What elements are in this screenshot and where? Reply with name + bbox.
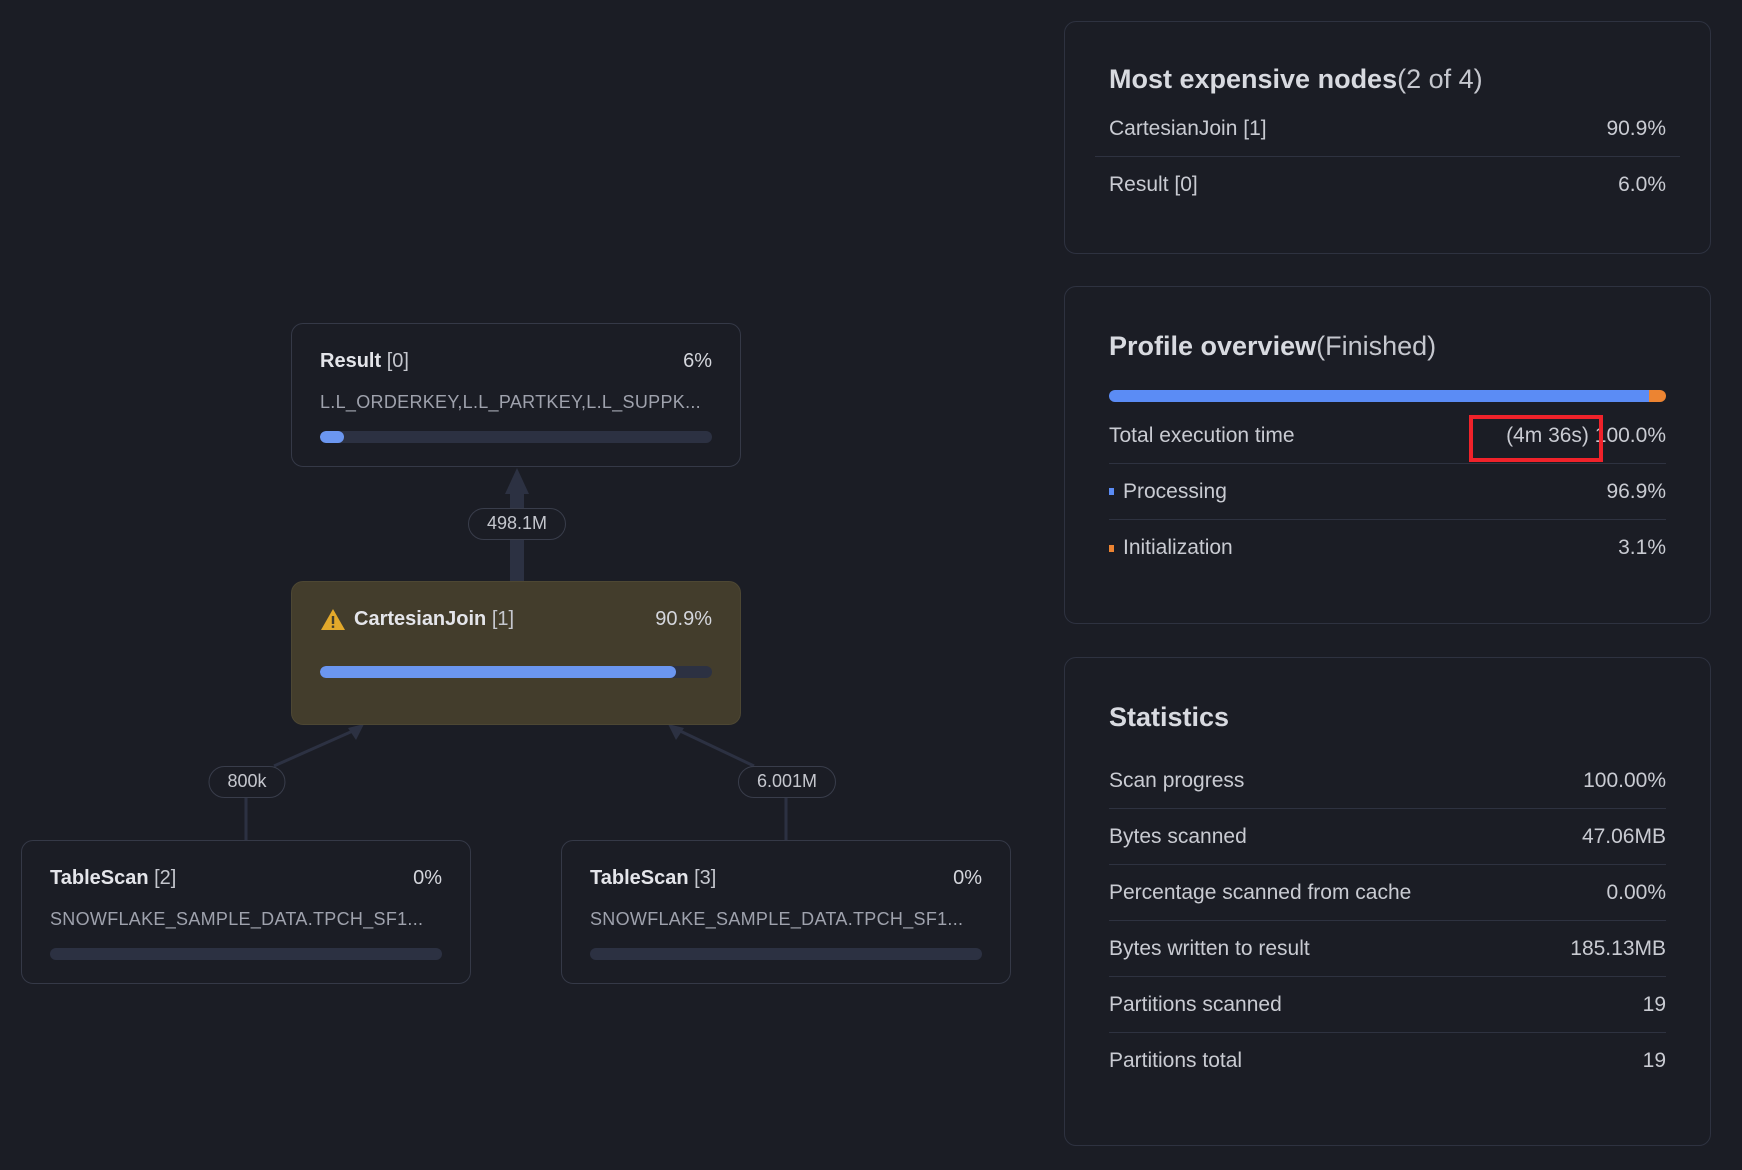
- expensive-node-row[interactable]: CartesianJoin [1] 90.9%: [1095, 101, 1680, 157]
- statistics-panel: Statistics Scan progress 100.00% Bytes sca…: [1064, 657, 1711, 1146]
- total-execution-time-row: Total execution time (4m 36s) 100.0%: [1109, 408, 1666, 464]
- statistic-value: 19: [1642, 992, 1666, 1016]
- node-index: [3]: [694, 866, 717, 889]
- statistic-value: 0.00%: [1606, 880, 1666, 904]
- statistic-value: 47.06MB: [1581, 824, 1666, 848]
- node-progress-bar: [320, 666, 712, 678]
- initialization-row: Initialization 3.1%: [1109, 520, 1666, 576]
- node-index: [1]: [491, 607, 515, 630]
- node-index: [0]: [386, 349, 409, 372]
- expensive-node-row[interactable]: Result [0] 6.0%: [1109, 173, 1666, 196]
- statistic-row: Bytes scanned 47.06MB: [1109, 809, 1666, 865]
- edge-rows-badge: 6.001M: [737, 766, 837, 798]
- node-percent: 0%: [413, 866, 442, 889]
- panel-title: Most expensive nodes(2 of 4): [1109, 64, 1483, 94]
- node-result[interactable]: Result [0] 6% L.L_ORDERKEY,L.L_PARTKEY,L.…: [291, 323, 741, 467]
- processing-dot-icon: [1109, 488, 1114, 496]
- highlight-box: [1469, 415, 1603, 462]
- statistic-row: Bytes written to result 185.13MB: [1109, 921, 1666, 977]
- processing-row: Processing 96.9%: [1109, 464, 1666, 520]
- total-time: (4m 36s): [1506, 423, 1589, 447]
- statistic-label: Percentage scanned from cache: [1109, 880, 1412, 904]
- statistic-label: Bytes written to result: [1109, 936, 1310, 960]
- node-percent: 90.9%: [655, 607, 712, 630]
- node-percent: 6%: [683, 349, 712, 372]
- most-expensive-nodes-panel: Most expensive nodes(2 of 4) CartesianJo…: [1064, 21, 1711, 254]
- statistic-label: Partitions total: [1109, 1049, 1243, 1072]
- profile-overview-panel: Profile overview(Finished) Total executi…: [1064, 286, 1711, 624]
- statistic-row: Partitions scanned 19: [1109, 977, 1666, 1033]
- node-percent: 0%: [953, 866, 982, 889]
- node-detail: L.L_ORDERKEY,L.L_PARTKEY,L.L_SUPPK...: [320, 392, 701, 412]
- execution-time-bar: [1109, 390, 1666, 402]
- node-detail: SNOWFLAKE_SAMPLE_DATA.TPCH_SF1...: [50, 909, 424, 929]
- warning-icon: [321, 608, 345, 630]
- node-title: TableScan: [590, 866, 689, 889]
- statistic-value: 100.00%: [1583, 768, 1666, 792]
- edge-rows-badge: 498.1M: [467, 508, 567, 540]
- edge-rows-badge: 800k: [208, 766, 286, 798]
- panel-title: Profile overview(Finished): [1109, 331, 1437, 361]
- node-cartesian-join[interactable]: CartesianJoin [1] 90.9%: [291, 581, 741, 725]
- node-detail: SNOWFLAKE_SAMPLE_DATA.TPCH_SF1...: [590, 909, 964, 929]
- node-title: CartesianJoin: [354, 607, 487, 630]
- statistic-row: Scan progress 100.00%: [1109, 753, 1666, 809]
- node-title: TableScan: [50, 866, 149, 889]
- statistic-label: Partitions scanned: [1109, 992, 1282, 1016]
- statistic-label: Bytes scanned: [1109, 824, 1247, 848]
- panel-title: Statistics: [1109, 702, 1230, 732]
- initialization-dot-icon: [1109, 544, 1114, 552]
- node-progress-bar: [50, 948, 442, 960]
- statistic-row: Percentage scanned from cache 0.00%: [1109, 865, 1666, 921]
- node-tablescan-2[interactable]: TableScan [2] 0% SNOWFLAKE_SAMPLE_DATA.TP…: [21, 840, 471, 984]
- statistic-value: 19: [1642, 1049, 1666, 1072]
- statistic-label: Scan progress: [1109, 768, 1245, 792]
- statistic-value: 185.13MB: [1570, 936, 1666, 960]
- node-tablescan-3[interactable]: TableScan [3] 0% SNOWFLAKE_SAMPLE_DATA.TP…: [561, 840, 1011, 984]
- node-title: Result: [320, 349, 382, 372]
- node-progress-bar: [320, 431, 712, 443]
- node-index: [2]: [154, 866, 177, 889]
- node-progress-bar: [590, 948, 982, 960]
- statistic-row: Partitions total 19: [1109, 1033, 1666, 1089]
